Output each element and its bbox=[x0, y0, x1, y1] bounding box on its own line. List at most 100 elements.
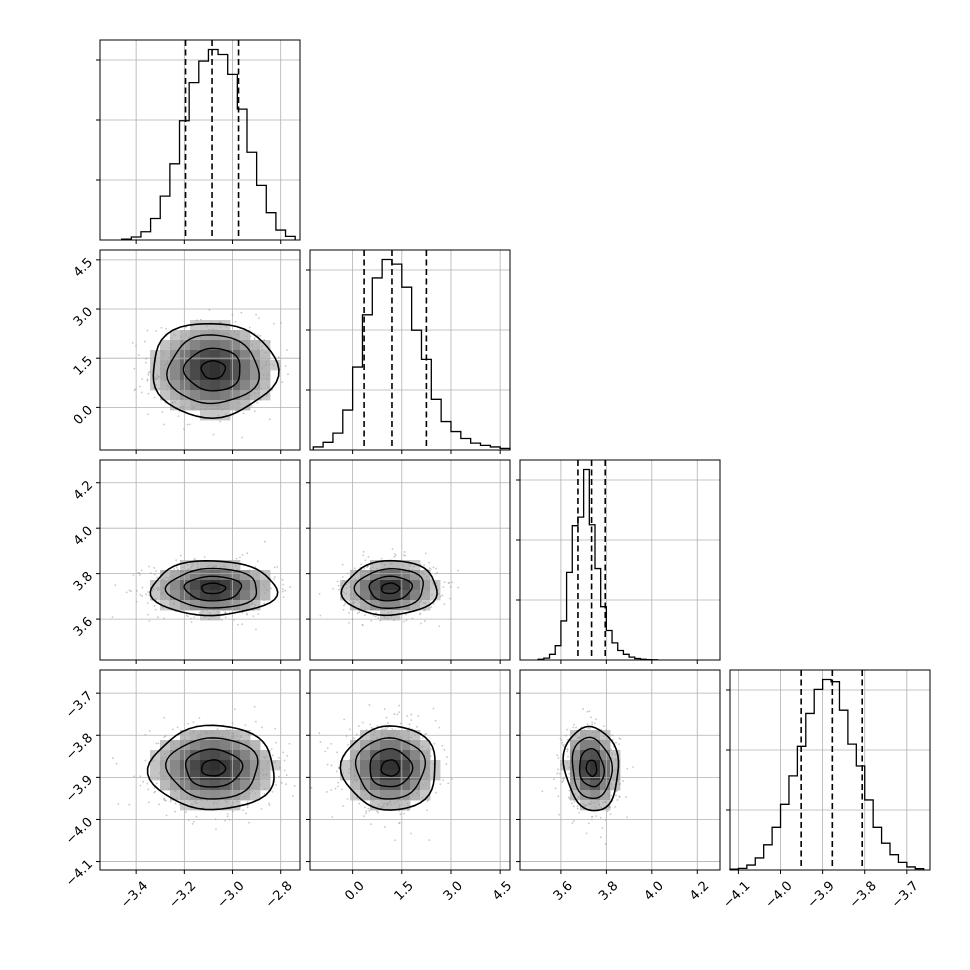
scatter-point bbox=[172, 602, 175, 604]
density-bin bbox=[420, 570, 431, 581]
scatter-point bbox=[602, 801, 604, 804]
density-bin bbox=[580, 770, 591, 781]
scatter-point bbox=[206, 731, 209, 734]
scatter-point bbox=[599, 797, 602, 800]
scatter-point bbox=[264, 591, 266, 594]
scatter-point bbox=[438, 726, 441, 729]
scatter-point bbox=[230, 804, 233, 807]
scatter-point bbox=[233, 330, 236, 333]
scatter-point bbox=[270, 747, 273, 750]
scatter-point bbox=[212, 609, 215, 611]
x-tick-label: −3.9 bbox=[805, 879, 838, 912]
density-bin bbox=[350, 790, 361, 801]
scatter-point bbox=[569, 751, 572, 754]
scatter-point bbox=[566, 750, 569, 753]
scatter-point bbox=[195, 815, 198, 818]
scatter-point bbox=[233, 331, 236, 334]
scatter-point bbox=[377, 803, 380, 806]
scatter-point bbox=[393, 713, 396, 715]
scatter-point bbox=[577, 798, 579, 801]
scatter-point bbox=[348, 600, 351, 602]
scatter-point bbox=[178, 572, 181, 575]
scatter-point bbox=[632, 766, 635, 768]
scatter-point bbox=[405, 619, 408, 622]
scatter-point bbox=[586, 710, 589, 713]
scatter-point bbox=[170, 337, 173, 340]
density-bin bbox=[180, 770, 191, 781]
scatter-point bbox=[599, 836, 602, 839]
scatter-point bbox=[213, 332, 216, 335]
scatter-point bbox=[408, 606, 411, 609]
scatter-point bbox=[336, 751, 338, 754]
scatter-point bbox=[248, 326, 251, 329]
density-bin bbox=[160, 390, 171, 401]
scatter-point bbox=[332, 587, 335, 590]
scatter-point bbox=[163, 577, 165, 580]
scatter-point bbox=[268, 802, 270, 805]
density-bin bbox=[430, 770, 441, 781]
density-bin bbox=[370, 580, 381, 591]
scatter-point bbox=[154, 608, 157, 611]
contour-level-3 bbox=[368, 575, 414, 602]
density-bin bbox=[170, 380, 181, 391]
scatter-point bbox=[392, 619, 395, 622]
scatter-point bbox=[228, 818, 231, 821]
scatter-point bbox=[390, 734, 393, 737]
scatter-point bbox=[272, 322, 275, 325]
scatter-point bbox=[208, 404, 211, 407]
scatter-point bbox=[393, 729, 396, 732]
scatter-point bbox=[604, 819, 607, 822]
density-bin bbox=[430, 590, 441, 601]
scatter-point bbox=[343, 604, 345, 607]
scatter-point bbox=[572, 805, 575, 808]
density-bin bbox=[390, 780, 401, 791]
density-bin bbox=[190, 800, 201, 811]
density-bin bbox=[230, 600, 241, 611]
scatter-point bbox=[370, 823, 372, 825]
density-bin bbox=[240, 750, 251, 761]
scatter-point bbox=[212, 433, 215, 436]
scatter-point bbox=[584, 733, 587, 736]
density-bin bbox=[400, 570, 411, 581]
scatter-point bbox=[362, 602, 365, 604]
scatter-point bbox=[163, 797, 166, 800]
scatter-point bbox=[129, 590, 132, 593]
density-bin bbox=[380, 780, 391, 791]
density-bin bbox=[200, 350, 211, 361]
scatter-point bbox=[188, 732, 191, 735]
density-bin bbox=[360, 590, 371, 601]
scatter-point bbox=[390, 615, 392, 618]
scatter-point bbox=[208, 308, 211, 311]
scatter-point bbox=[231, 736, 234, 739]
scatter-point bbox=[340, 584, 343, 587]
scatter-point bbox=[354, 754, 357, 757]
scatter-point bbox=[223, 406, 226, 409]
scatter-point bbox=[111, 616, 114, 619]
scatter-point bbox=[572, 745, 574, 748]
density-bin bbox=[170, 590, 181, 601]
density-bin bbox=[410, 580, 421, 591]
scatter-point bbox=[274, 760, 277, 763]
scatter-point bbox=[212, 565, 215, 568]
density-bin bbox=[340, 760, 351, 771]
scatter-point bbox=[591, 721, 594, 724]
scatter-point bbox=[265, 363, 268, 366]
scatter-point bbox=[377, 805, 380, 808]
density-bin bbox=[190, 760, 201, 771]
scatter-point bbox=[262, 374, 265, 376]
density-bin bbox=[260, 590, 271, 601]
scatter-point bbox=[186, 739, 189, 742]
scatter-point bbox=[286, 349, 288, 352]
scatter-point bbox=[399, 799, 402, 801]
density-bin bbox=[160, 750, 171, 761]
scatter-point bbox=[404, 554, 407, 557]
scatter-point bbox=[246, 340, 249, 342]
density-bin bbox=[410, 570, 421, 581]
scatter-point bbox=[218, 321, 221, 324]
scatter-point bbox=[239, 794, 242, 797]
density-bin bbox=[160, 580, 171, 591]
scatter-point bbox=[374, 731, 376, 734]
scatter-point bbox=[144, 759, 147, 762]
scatter-point bbox=[409, 740, 412, 742]
